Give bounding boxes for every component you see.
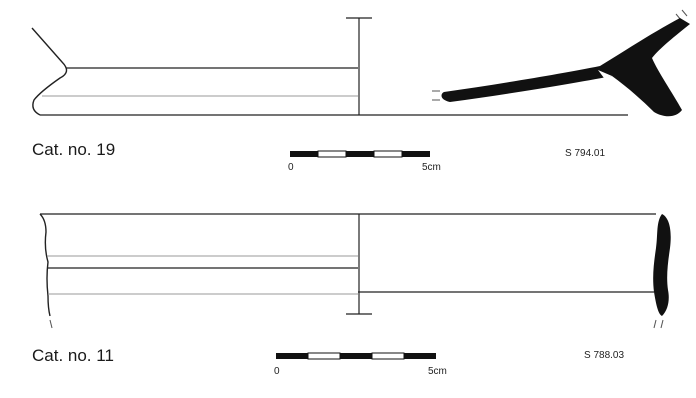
scale-segment xyxy=(346,151,374,157)
section-notch-cat-19 xyxy=(598,70,612,78)
section-cat-11 xyxy=(653,214,671,316)
tick-mark xyxy=(660,319,664,329)
scale-segment xyxy=(276,353,308,359)
scale-end-label: 5cm xyxy=(422,162,441,173)
scale-segment xyxy=(402,151,430,157)
scale-segment xyxy=(340,353,372,359)
scale-segment xyxy=(404,353,436,359)
catalogue-caption: Cat. no. 11 xyxy=(32,346,114,365)
scale-end-label: 5cm xyxy=(428,366,447,377)
scale-segment xyxy=(371,352,405,360)
scale-start-label: 0 xyxy=(274,366,280,377)
scale-start-label: 0 xyxy=(288,162,294,173)
sherd-id: S 794.01 xyxy=(565,148,606,159)
tick-mark xyxy=(653,319,657,329)
catalogue-caption: Cat. no. 19 xyxy=(32,140,116,159)
tick-mark xyxy=(681,9,688,17)
exterior-contour-cat-19 xyxy=(31,27,68,116)
scale-segment xyxy=(307,352,341,360)
tick-mark xyxy=(49,319,53,329)
sherd-id: S 788.03 xyxy=(584,350,625,361)
section-cat-19 xyxy=(441,18,690,117)
scale-segment xyxy=(290,151,318,157)
exterior-contour-cat-11 xyxy=(39,213,51,317)
